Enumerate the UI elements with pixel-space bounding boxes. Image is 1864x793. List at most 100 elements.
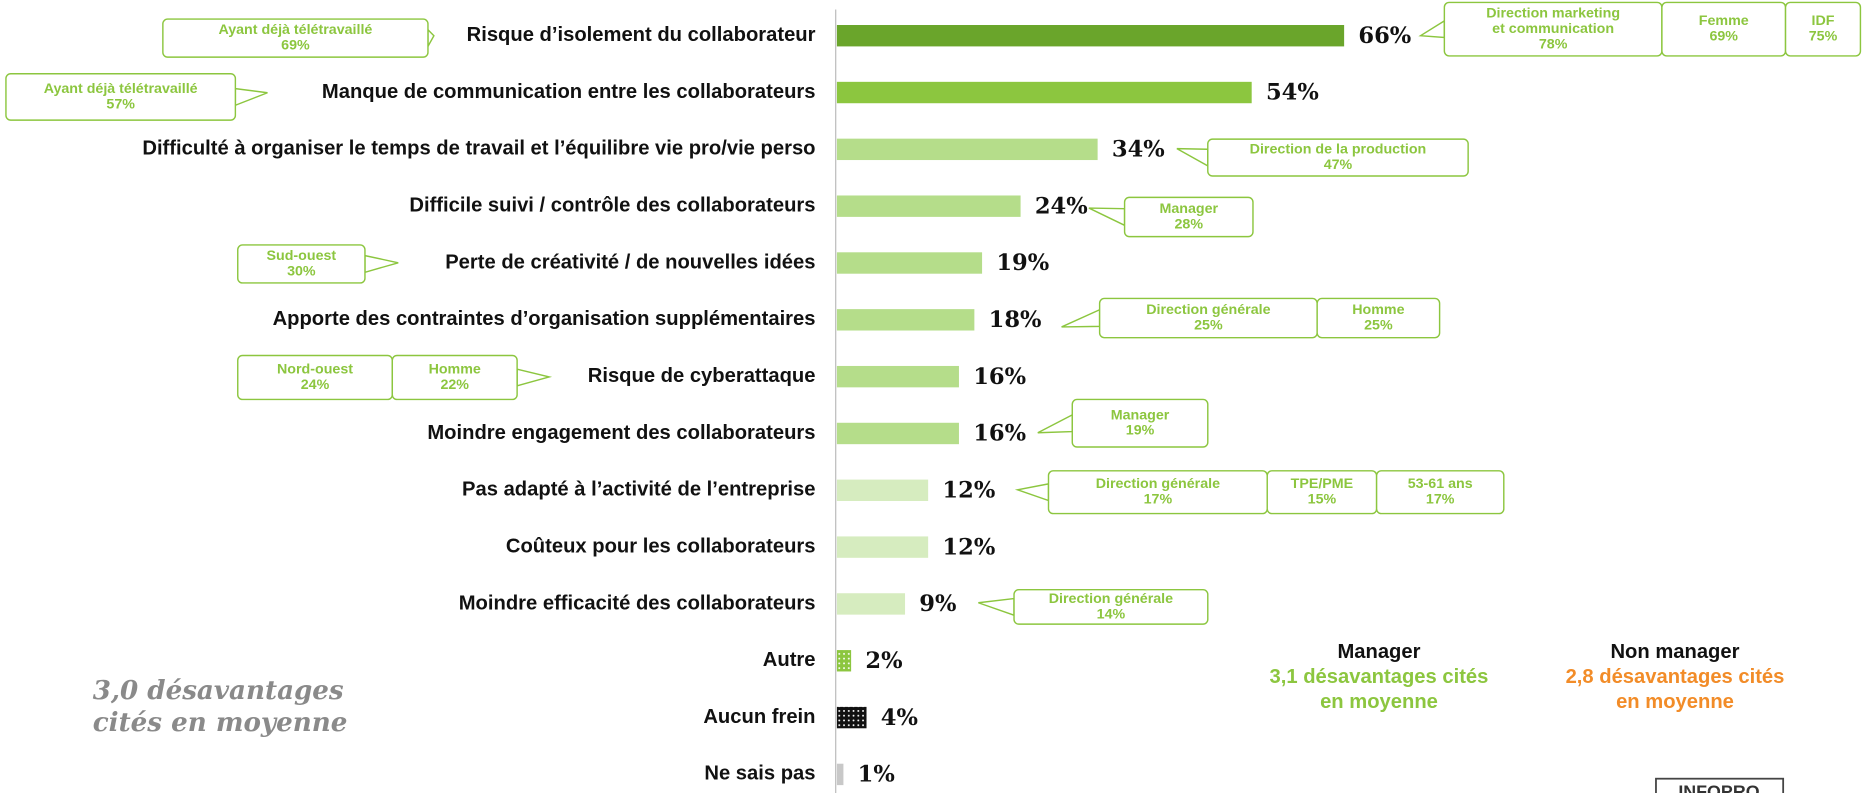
callout-text: IDF — [1812, 13, 1835, 29]
callout-box — [1071, 398, 1209, 448]
callout-text: 69% — [1709, 29, 1738, 45]
callout-box — [1316, 297, 1441, 339]
callout-text: 47% — [1324, 157, 1353, 173]
category-label: Difficile suivi / contrôle des collabora… — [409, 195, 815, 217]
category-label: Moindre engagement des collaborateurs — [427, 422, 815, 444]
note: 3,0 désavantages — [93, 675, 344, 706]
callout-tail — [1088, 207, 1126, 227]
callout-tail — [978, 597, 1015, 617]
callout-text: 17% — [1426, 492, 1455, 508]
callout-text: 17% — [1144, 492, 1173, 508]
category-label: Aucun frein — [703, 706, 815, 728]
callout-box — [1784, 1, 1862, 57]
callout-text: 75% — [1809, 29, 1838, 45]
bar — [836, 195, 1021, 217]
value-label: 12% — [942, 477, 995, 503]
value-label: 4% — [881, 705, 918, 731]
bar — [836, 422, 959, 445]
callout-text: 57% — [106, 96, 135, 112]
callout-box — [1013, 588, 1209, 625]
callout-text: 15% — [1308, 492, 1337, 508]
callout-text: Manager — [1111, 407, 1170, 423]
category-label: Apporte des contraintes d’organisation s… — [273, 308, 816, 330]
callout-box — [391, 354, 518, 401]
bar — [836, 706, 867, 729]
callout-text: 78% — [1539, 36, 1568, 52]
callout-text: TPE/PME — [1291, 476, 1354, 492]
category-label: Autre — [763, 649, 816, 671]
callout-box — [1123, 196, 1254, 238]
group-name: Non manager — [1610, 641, 1739, 663]
callout-tail — [364, 254, 399, 274]
group-text: en moyenne — [1320, 691, 1438, 713]
callout-tail — [1418, 19, 1446, 39]
callout-text: 53-61 ans — [1408, 476, 1473, 492]
callout-text: Direction de la production — [1250, 142, 1427, 158]
bar — [836, 763, 844, 786]
bar — [836, 365, 959, 388]
callout-text: Direction générale — [1146, 302, 1270, 318]
group-text: en moyenne — [1616, 691, 1734, 713]
bar — [836, 252, 983, 274]
value-label: 34% — [1112, 137, 1165, 163]
callout-box — [1375, 470, 1505, 515]
value-label: 2% — [865, 648, 902, 674]
callout-tail — [427, 28, 435, 50]
bar — [836, 536, 929, 558]
category-label: Ne sais pas — [704, 763, 815, 785]
bar — [836, 25, 1345, 47]
group-text: 3,1 désavantages cités — [1270, 666, 1489, 688]
callout-text: Ayant déjà télétravaillé — [218, 22, 372, 38]
logo: INFOPRO — [1678, 782, 1759, 793]
note: cités en moyenne — [93, 707, 348, 738]
bar — [836, 650, 852, 672]
callout-tail — [1037, 413, 1073, 434]
callout-text: 22% — [440, 377, 469, 393]
group-text: 2,8 désavantages cités — [1566, 666, 1785, 688]
callout-text: Homme — [1352, 302, 1404, 318]
value-label: 9% — [919, 591, 956, 617]
category-label: Perte de créativité / de nouvelles idées — [445, 251, 815, 273]
value-label: 16% — [973, 364, 1026, 390]
category-label: Moindre efficacité des collaborateurs — [459, 592, 816, 614]
callout-box — [5, 73, 237, 121]
callout-tail — [1176, 147, 1209, 168]
callout-text: 69% — [281, 38, 310, 54]
category-label: Risque de cyberattaque — [588, 365, 816, 387]
callout-text: Manager — [1159, 201, 1218, 217]
callout-text: Direction générale — [1096, 476, 1220, 492]
callout-text: Direction marketing — [1486, 5, 1620, 21]
bar — [836, 138, 1098, 161]
callout-box — [162, 18, 429, 58]
callout-text: Homme — [429, 362, 481, 378]
callout-text: 24% — [301, 377, 330, 393]
value-label: 18% — [989, 307, 1042, 333]
value-label: 24% — [1035, 193, 1088, 219]
callout-text: 14% — [1097, 606, 1126, 622]
category-label: Difficulté à organiser le temps de trava… — [142, 138, 815, 160]
callout-text: Nord-ouest — [277, 362, 353, 378]
group-name: Manager — [1337, 641, 1420, 663]
callout-text: Direction générale — [1049, 591, 1173, 607]
callout-text: 19% — [1126, 423, 1155, 439]
callout-tail — [516, 368, 553, 387]
callout-tail — [1014, 483, 1050, 502]
value-label: 66% — [1358, 23, 1411, 49]
callout-text: et communication — [1492, 21, 1614, 37]
value-label: 19% — [996, 250, 1049, 276]
callout-text: 28% — [1175, 216, 1204, 232]
value-label: 12% — [942, 534, 995, 560]
callout-text: 25% — [1364, 318, 1393, 334]
category-label: Coûteux pour les collaborateurs — [506, 535, 816, 557]
logo-box — [1655, 777, 1785, 793]
category-label: Pas adapté à l’activité de l’entreprise — [462, 479, 815, 501]
value-label: 54% — [1266, 80, 1319, 106]
category-label: Manque de communication entre les collab… — [322, 81, 816, 103]
bar — [836, 479, 929, 501]
callout-text: 30% — [287, 263, 316, 279]
category-label: Risque d’isolement du collaborateur — [467, 24, 816, 46]
callout-tail — [234, 87, 268, 107]
callout-tail — [1061, 308, 1101, 328]
value-label: 1% — [858, 762, 895, 788]
